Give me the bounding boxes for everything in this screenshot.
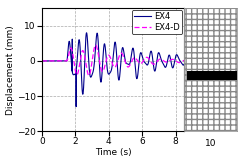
Text: 10: 10 bbox=[205, 139, 216, 148]
Bar bbox=[187, 71, 237, 80]
EX4-D bbox=[40, 60, 43, 62]
EX4 bbox=[106, 69, 109, 71]
Line: EX4-D: EX4-D bbox=[42, 45, 184, 75]
Line: EX4: EX4 bbox=[42, 33, 184, 107]
EX4 bbox=[179, 60, 181, 62]
Y-axis label: Displacement (mm): Displacement (mm) bbox=[6, 25, 15, 115]
EX4 bbox=[183, 63, 185, 65]
EX4-D bbox=[152, 63, 155, 65]
EX4-D bbox=[179, 62, 181, 63]
EX4 bbox=[75, 106, 77, 108]
EX4-D bbox=[179, 62, 181, 63]
EX4 bbox=[110, 70, 113, 72]
EX4 bbox=[40, 60, 43, 62]
EX4-D bbox=[48, 60, 50, 62]
EX4-D bbox=[106, 56, 109, 58]
EX4 bbox=[48, 60, 50, 62]
EX4-D bbox=[110, 59, 113, 61]
EX4-D bbox=[183, 59, 185, 61]
EX4-D bbox=[87, 74, 90, 76]
Legend: EX4, EX4-D: EX4, EX4-D bbox=[132, 10, 182, 34]
EX4-D bbox=[94, 44, 97, 46]
EX4 bbox=[152, 68, 155, 70]
X-axis label: Time (s): Time (s) bbox=[95, 148, 131, 157]
EX4 bbox=[85, 32, 88, 34]
EX4 bbox=[179, 60, 181, 62]
